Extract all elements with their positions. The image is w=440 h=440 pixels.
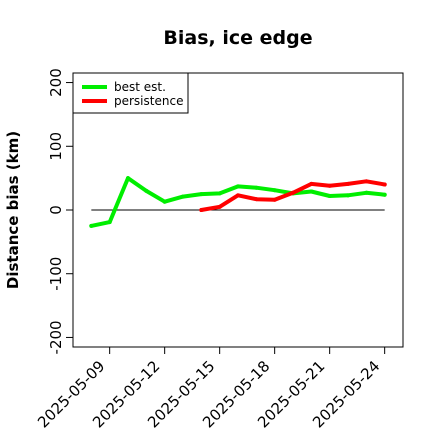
legend: best est.persistence — [72, 72, 189, 114]
data-point-best-est — [382, 192, 387, 197]
y-tick-label: -200 — [47, 320, 65, 354]
legend-box — [72, 72, 189, 114]
y-tick-label: -100 — [47, 257, 65, 291]
data-point-persistence — [327, 183, 332, 188]
axes-layer: 2025-05-092025-05-122025-05-152025-05-18… — [34, 68, 404, 431]
data-point-persistence — [382, 182, 387, 187]
data-point-persistence — [254, 197, 259, 202]
data-point-persistence — [291, 190, 295, 195]
data-point-persistence — [217, 204, 222, 209]
legend-label-persistence: persistence — [114, 94, 183, 108]
data-point-best-est — [346, 193, 350, 198]
data-point-best-est — [89, 223, 94, 228]
y-tick-label: 100 — [47, 132, 65, 161]
data-point-best-est — [107, 220, 112, 225]
y-axis-label: Distance bias (km) — [4, 131, 22, 289]
chart-title: Bias, ice edge — [163, 27, 312, 49]
data-point-best-est — [162, 199, 167, 204]
legend-label-best-est: best est. — [114, 80, 166, 94]
data-point-best-est — [272, 188, 277, 193]
data-point-persistence — [364, 179, 369, 184]
data-point-best-est — [181, 194, 185, 199]
data-point-best-est — [327, 193, 332, 198]
y-tick-label: 0 — [47, 205, 65, 215]
data-point-persistence — [199, 208, 204, 212]
data-point-persistence — [272, 197, 277, 202]
data-point-best-est — [236, 184, 240, 189]
series-layer — [89, 176, 387, 228]
y-tick-label: 200 — [47, 68, 65, 97]
data-point-best-est — [364, 190, 369, 195]
data-point-best-est — [126, 176, 130, 181]
data-point-best-est — [217, 191, 222, 196]
data-point-best-est — [199, 192, 204, 197]
data-point-best-est — [254, 185, 259, 190]
data-point-persistence — [309, 181, 314, 186]
data-point-best-est — [309, 189, 314, 194]
data-point-persistence — [236, 193, 240, 198]
data-point-best-est — [144, 188, 149, 193]
data-point-persistence — [346, 181, 350, 186]
